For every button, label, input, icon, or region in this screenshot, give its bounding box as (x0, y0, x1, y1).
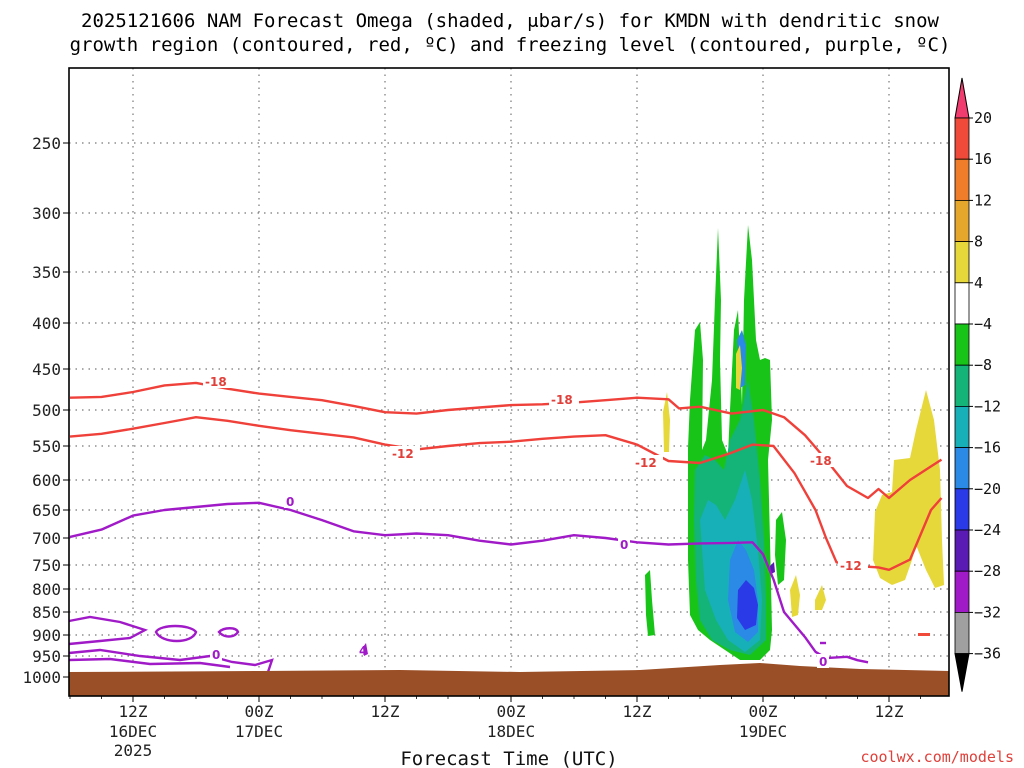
colorbar-label-5: −4 (974, 315, 992, 333)
red-label-minus18-b: -18 (551, 393, 573, 407)
x-tick-label-date-0: 16DEC (109, 722, 157, 741)
colorbar-swatch-2 (954, 158, 970, 201)
freezing-loop-3 (217, 627, 240, 638)
purple-contour-labels: 0 0 0 0 4 (210, 494, 829, 669)
chart-title-line1: 2025121606 NAM Forecast Omega (shaded, μ… (81, 10, 939, 32)
omega-yellow-spot1 (663, 392, 670, 452)
colorbar-label-13: −36 (974, 645, 1001, 663)
purple-label-0-c: 0 (212, 648, 220, 662)
colorbar-swatch-5 (954, 282, 970, 325)
x-tick-label-date-5: 19DEC (739, 722, 787, 741)
colorbar-label-7: −12 (974, 397, 1001, 415)
colorbar-label-2: 12 (974, 191, 992, 209)
omega-green-left-spot (645, 570, 655, 636)
y-tick-label-800: 800 (32, 580, 61, 599)
colorbar-bottom-arrow (954, 653, 970, 692)
purple-label-0-d: 0 (819, 655, 827, 669)
chart-title-line2: growth region (contoured, red, ºC) and f… (70, 34, 951, 56)
freezing-loop-2 (154, 624, 198, 643)
x-tick-label-time-0: 12Z (119, 702, 148, 721)
colorbar-swatch-6 (954, 323, 970, 366)
colorbar-label-3: 8 (974, 233, 983, 251)
x-tick-label-time-5: 00Z (749, 702, 778, 721)
colorbar-swatch-9 (954, 447, 970, 490)
y-tick-label-1000: 1000 (22, 668, 61, 687)
red-contour-labels: -18 -18 -18 -12 -12 -12 (203, 374, 868, 573)
y-axis: 250 300 350 400 450 500 550 600 650 700 750 800 850 9… (22, 134, 69, 687)
red-label-minus18-a: -18 (205, 375, 227, 389)
colorbar-swatch-3 (954, 199, 970, 242)
y-tick-label-400: 400 (32, 314, 61, 333)
colorbar-label-8: −16 (974, 439, 1001, 457)
x-tick-label-time-4: 12Z (623, 702, 652, 721)
colorbar-label-1: 16 (974, 150, 992, 168)
omega-yellow-spot4 (815, 585, 826, 610)
purple-label-4: 4 (359, 644, 367, 658)
purple-label-0-b: 0 (620, 538, 628, 552)
colorbar-label-4: 4 (974, 274, 983, 292)
colorbar-label-12: −32 (974, 603, 1001, 621)
colorbar: 20 16 12 8 4 −4 −8 −12 −16 −20 −24 −28 −32 −36 (954, 77, 1001, 692)
red-label-minus12-b: -12 (635, 456, 657, 470)
omega-shading (363, 225, 944, 660)
red-label-minus12-a: -12 (392, 447, 414, 461)
y-tick-label-600: 600 (32, 471, 61, 490)
colorbar-label-11: −28 (974, 562, 1001, 580)
y-tick-label-250: 250 (32, 134, 61, 153)
y-tick-label-550: 550 (32, 437, 61, 456)
y-tick-label-700: 700 (32, 529, 61, 548)
purple-label-0-a: 0 (286, 495, 294, 509)
freezing-loop-5 (68, 657, 231, 669)
colorbar-label-6: −8 (974, 356, 992, 374)
omega-yellow-spot3 (790, 575, 800, 617)
omega-yellow-spot5 (873, 390, 944, 588)
x-tick-label-time-1: 00Z (245, 702, 274, 721)
y-tick-label-650: 650 (32, 501, 61, 520)
plot-area: -18 -18 -18 -12 -12 -12 0 0 0 0 4 (68, 67, 950, 697)
plot-frame (68, 67, 950, 697)
colorbar-label-0: 20 (974, 109, 992, 127)
x-tick-label-time-2: 12Z (371, 702, 400, 721)
colorbar-swatch-13 (954, 612, 970, 655)
y-tick-label-900: 900 (32, 626, 61, 645)
ground-surface (69, 663, 949, 696)
y-tick-label-450: 450 (32, 360, 61, 379)
x-tick-label-time-6: 12Z (875, 702, 904, 721)
x-tick-label-time-3: 00Z (497, 702, 526, 721)
freezing-loop-1 (68, 615, 149, 646)
red-contour-minus18 (69, 381, 943, 500)
omega-purple-spot2 (363, 643, 368, 656)
y-tick-label-500: 500 (32, 401, 61, 420)
omega-red-spot (918, 633, 930, 636)
purple-contour-0 (69, 501, 869, 664)
credit-text: coolwx.com/models (860, 748, 1014, 766)
colorbar-top-arrow (954, 77, 970, 119)
omega-green-right-spot (775, 512, 786, 585)
colorbar-swatch-7 (954, 364, 970, 407)
grid-lines (69, 68, 949, 696)
red-label-minus12-c: -12 (840, 559, 862, 573)
x-axis-title: Forecast Time (UTC) (400, 748, 617, 768)
red-label-minus18-c: -18 (810, 454, 832, 468)
x-tick-label-year-0: 2025 (114, 741, 153, 760)
colorbar-swatch-11 (954, 529, 970, 572)
y-tick-label-300: 300 (32, 204, 61, 223)
omega-blue-dark (737, 580, 758, 630)
y-tick-label-750: 750 (32, 556, 61, 575)
colorbar-swatch-10 (954, 488, 970, 531)
colorbar-swatch-12 (954, 570, 970, 613)
x-tick-label-date-1: 17DEC (235, 722, 283, 741)
y-tick-label-350: 350 (32, 263, 61, 282)
y-tick-label-950: 950 (32, 647, 61, 666)
colorbar-swatch-1 (954, 117, 970, 160)
colorbar-swatch-4 (954, 241, 970, 284)
colorbar-swatch-8 (954, 405, 970, 448)
x-tick-label-date-3: 18DEC (487, 722, 535, 741)
omega-yellow-spot2 (736, 345, 742, 390)
y-tick-label-850: 850 (32, 603, 61, 622)
colorbar-label-9: −20 (974, 480, 1001, 498)
colorbar-label-10: −24 (974, 521, 1001, 539)
